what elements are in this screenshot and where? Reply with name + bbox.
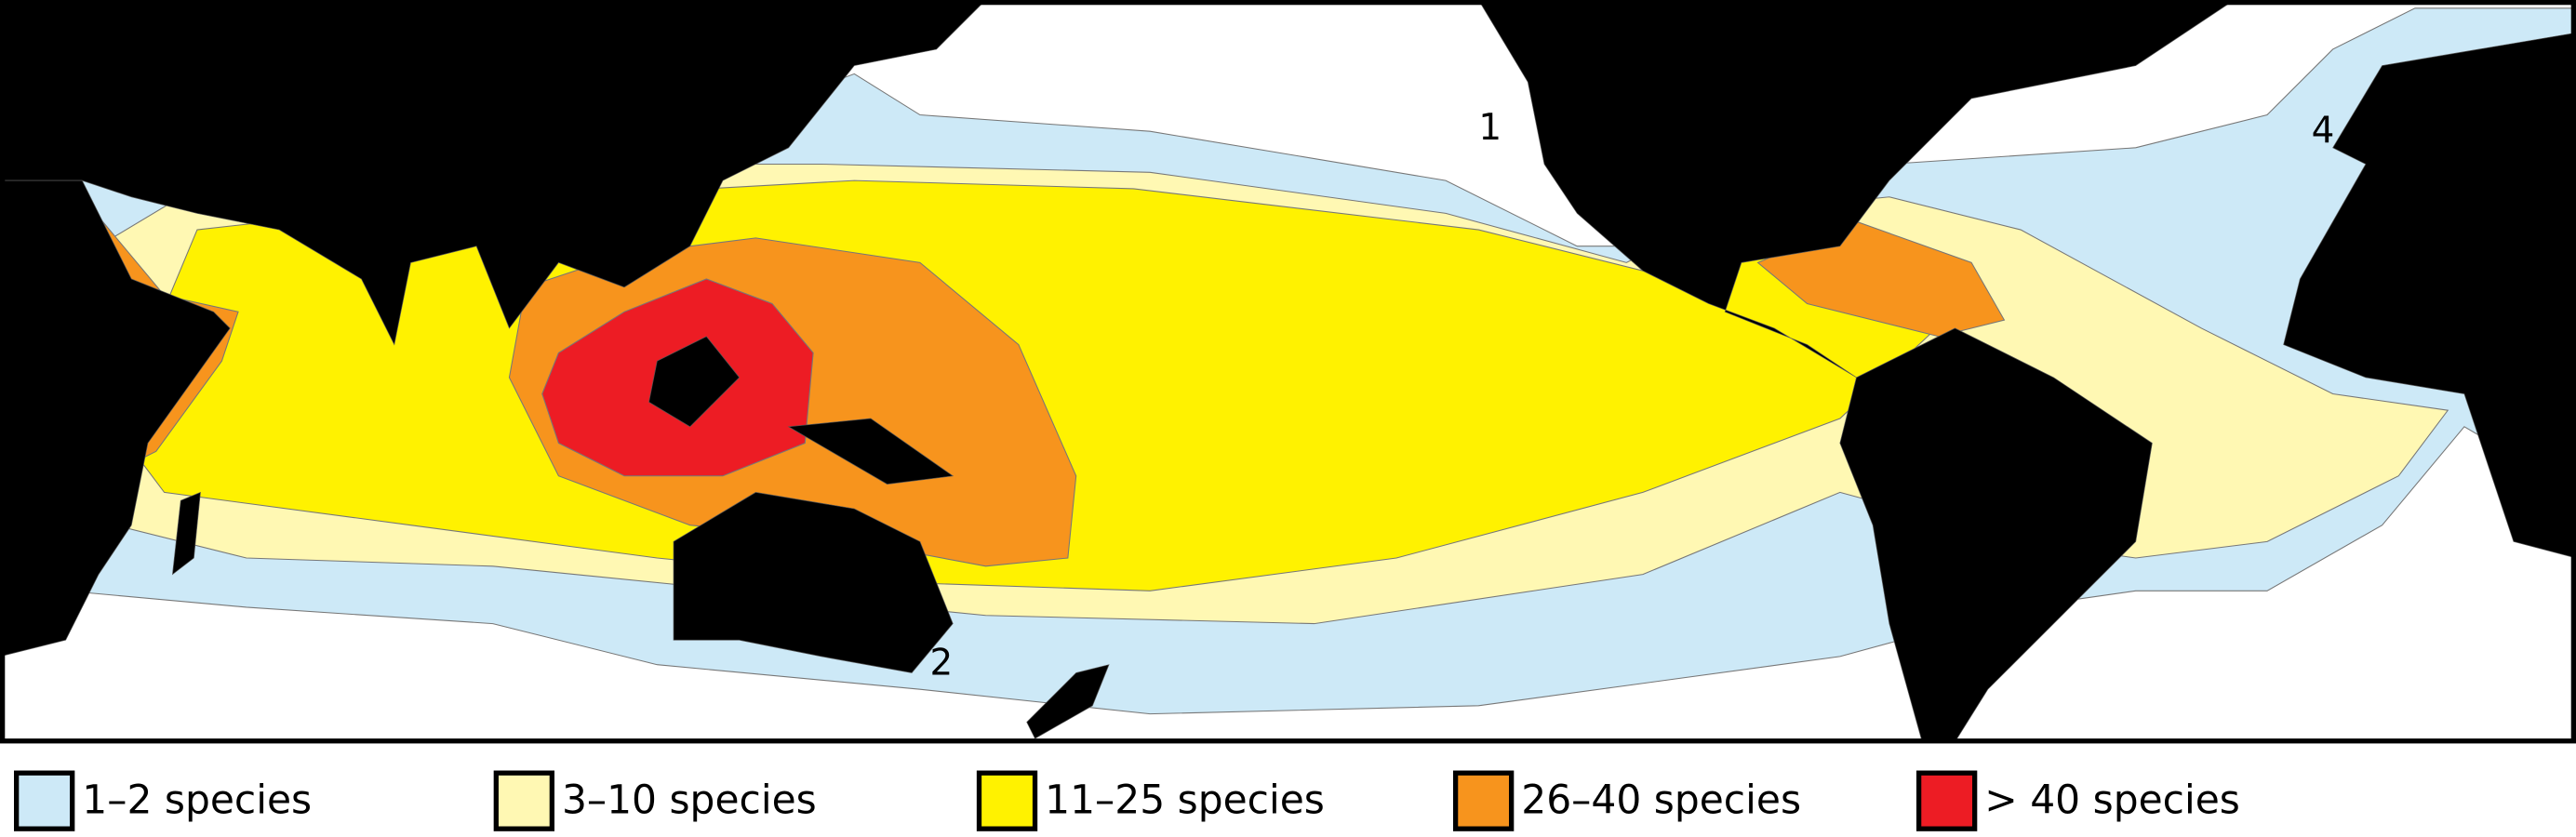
land-eurasia bbox=[0, 0, 987, 346]
region-label: 3 bbox=[1889, 126, 1913, 168]
land-africa bbox=[0, 179, 231, 658]
land-australia bbox=[673, 492, 954, 673]
legend-label: 11–25 species bbox=[1045, 777, 1325, 822]
legend: 1–2 species 3–10 species 11–25 species 26–4… bbox=[14, 770, 2240, 831]
region-label: 2 bbox=[930, 642, 954, 684]
land-north-america bbox=[1477, 0, 2236, 379]
legend-label: 1–2 species bbox=[82, 777, 312, 822]
land-europe-africa-east bbox=[2283, 32, 2576, 559]
legend-swatch bbox=[1915, 770, 1978, 831]
map-border bbox=[0, 0, 2576, 744]
map: 1 2 3 4 bbox=[0, 0, 2576, 744]
legend-label: 3–10 species bbox=[562, 777, 817, 822]
land-new-guinea bbox=[787, 418, 954, 485]
region-label: 1 bbox=[1478, 107, 1502, 149]
legend-swatch bbox=[1452, 770, 1515, 831]
legend-swatch bbox=[493, 770, 555, 831]
legend-swatch bbox=[976, 770, 1038, 831]
land-borneo bbox=[648, 336, 741, 428]
land-madagascar bbox=[171, 491, 201, 576]
legend-swatch bbox=[14, 770, 75, 831]
legend-label: > 40 species bbox=[1984, 777, 2240, 822]
legend-label: 26–40 species bbox=[1521, 777, 1801, 822]
land-new-zealand bbox=[1026, 664, 1110, 739]
region-label: 4 bbox=[2312, 111, 2335, 153]
land-south-america bbox=[1839, 327, 2153, 742]
